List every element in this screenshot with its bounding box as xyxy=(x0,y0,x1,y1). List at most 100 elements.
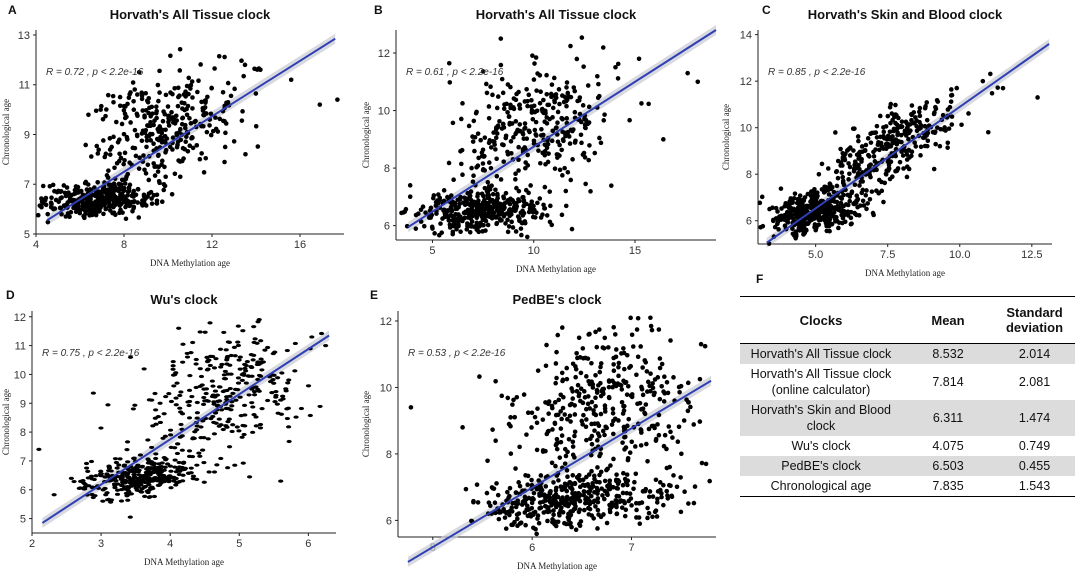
data-point xyxy=(166,474,172,478)
data-point xyxy=(591,499,596,505)
data-point xyxy=(573,374,578,380)
data-point xyxy=(593,329,598,335)
data-point xyxy=(131,473,137,477)
data-point xyxy=(184,83,190,89)
data-point xyxy=(475,194,480,199)
data-point xyxy=(988,71,993,77)
data-point xyxy=(262,348,268,352)
data-point xyxy=(143,107,149,113)
data-point xyxy=(909,112,914,118)
data-point xyxy=(513,504,519,510)
data-point xyxy=(918,123,924,128)
data-point xyxy=(628,315,633,321)
data-point xyxy=(133,485,139,489)
data-point xyxy=(450,120,456,126)
data-point xyxy=(197,454,203,458)
data-point xyxy=(679,451,684,457)
data-point xyxy=(697,376,703,382)
data-point xyxy=(685,408,691,414)
data-point xyxy=(176,85,181,91)
data-point xyxy=(809,195,815,200)
data-point xyxy=(638,344,643,349)
data-point xyxy=(523,160,528,165)
data-point xyxy=(782,216,788,221)
data-point xyxy=(513,229,519,234)
data-point xyxy=(98,107,103,112)
data-point xyxy=(215,129,221,134)
data-point xyxy=(178,137,184,143)
data-point xyxy=(650,385,656,391)
data-point xyxy=(534,420,540,426)
data-point xyxy=(225,420,231,424)
data-point xyxy=(822,211,828,217)
data-point xyxy=(493,126,499,132)
data-point xyxy=(421,223,427,229)
data-point xyxy=(175,142,180,148)
data-point xyxy=(533,119,539,125)
data-point xyxy=(569,226,575,232)
data-point xyxy=(255,360,261,364)
data-point xyxy=(483,81,489,87)
data-point xyxy=(524,432,529,437)
regression-line xyxy=(407,379,712,563)
data-point xyxy=(402,209,408,214)
data-point xyxy=(459,116,464,122)
data-point xyxy=(472,148,477,154)
data-point xyxy=(180,461,187,465)
data-point xyxy=(595,496,601,501)
data-point xyxy=(906,147,912,153)
data-point xyxy=(107,136,113,141)
data-point xyxy=(537,196,543,201)
data-point xyxy=(232,86,237,92)
data-point xyxy=(627,117,632,123)
data-point xyxy=(107,186,113,192)
data-point xyxy=(148,119,153,125)
data-point xyxy=(649,327,655,333)
data-point xyxy=(446,60,452,66)
data-point xyxy=(488,145,494,150)
data-point xyxy=(620,440,625,445)
data-point xyxy=(456,212,461,217)
data-point xyxy=(523,497,529,502)
data-point xyxy=(840,163,845,168)
data-point xyxy=(611,362,616,367)
data-point xyxy=(864,188,869,193)
data-point xyxy=(156,164,162,170)
data-point xyxy=(132,403,138,407)
data-point xyxy=(154,110,159,116)
data-point xyxy=(552,421,558,426)
data-point xyxy=(980,78,986,84)
data-point xyxy=(471,118,477,124)
data-point xyxy=(634,507,639,513)
data-point xyxy=(874,123,880,129)
data-point xyxy=(221,330,227,335)
data-point xyxy=(665,493,670,498)
data-point xyxy=(531,138,537,144)
data-point xyxy=(146,398,152,402)
data-point xyxy=(216,54,222,59)
data-point xyxy=(490,92,495,98)
data-point xyxy=(834,183,840,189)
data-point xyxy=(595,465,600,470)
data-point xyxy=(834,214,839,220)
data-point xyxy=(589,468,594,474)
data-point xyxy=(134,92,140,97)
chart-title: Horvath's Skin and Blood clock xyxy=(808,7,1003,22)
data-point xyxy=(520,211,526,217)
data-point xyxy=(240,461,246,465)
data-point xyxy=(211,470,218,474)
data-point xyxy=(831,189,837,195)
data-point xyxy=(149,196,154,201)
y-tick-label: 6 xyxy=(386,515,392,527)
data-point xyxy=(75,184,81,190)
panel-letter: A xyxy=(8,3,17,17)
data-point xyxy=(158,134,163,140)
data-point xyxy=(177,46,183,52)
data-point xyxy=(186,388,193,392)
data-point xyxy=(156,462,162,466)
data-point xyxy=(239,118,245,123)
data-point xyxy=(607,509,613,515)
data-point xyxy=(155,483,161,487)
data-point xyxy=(251,390,258,394)
data-point xyxy=(274,402,280,406)
